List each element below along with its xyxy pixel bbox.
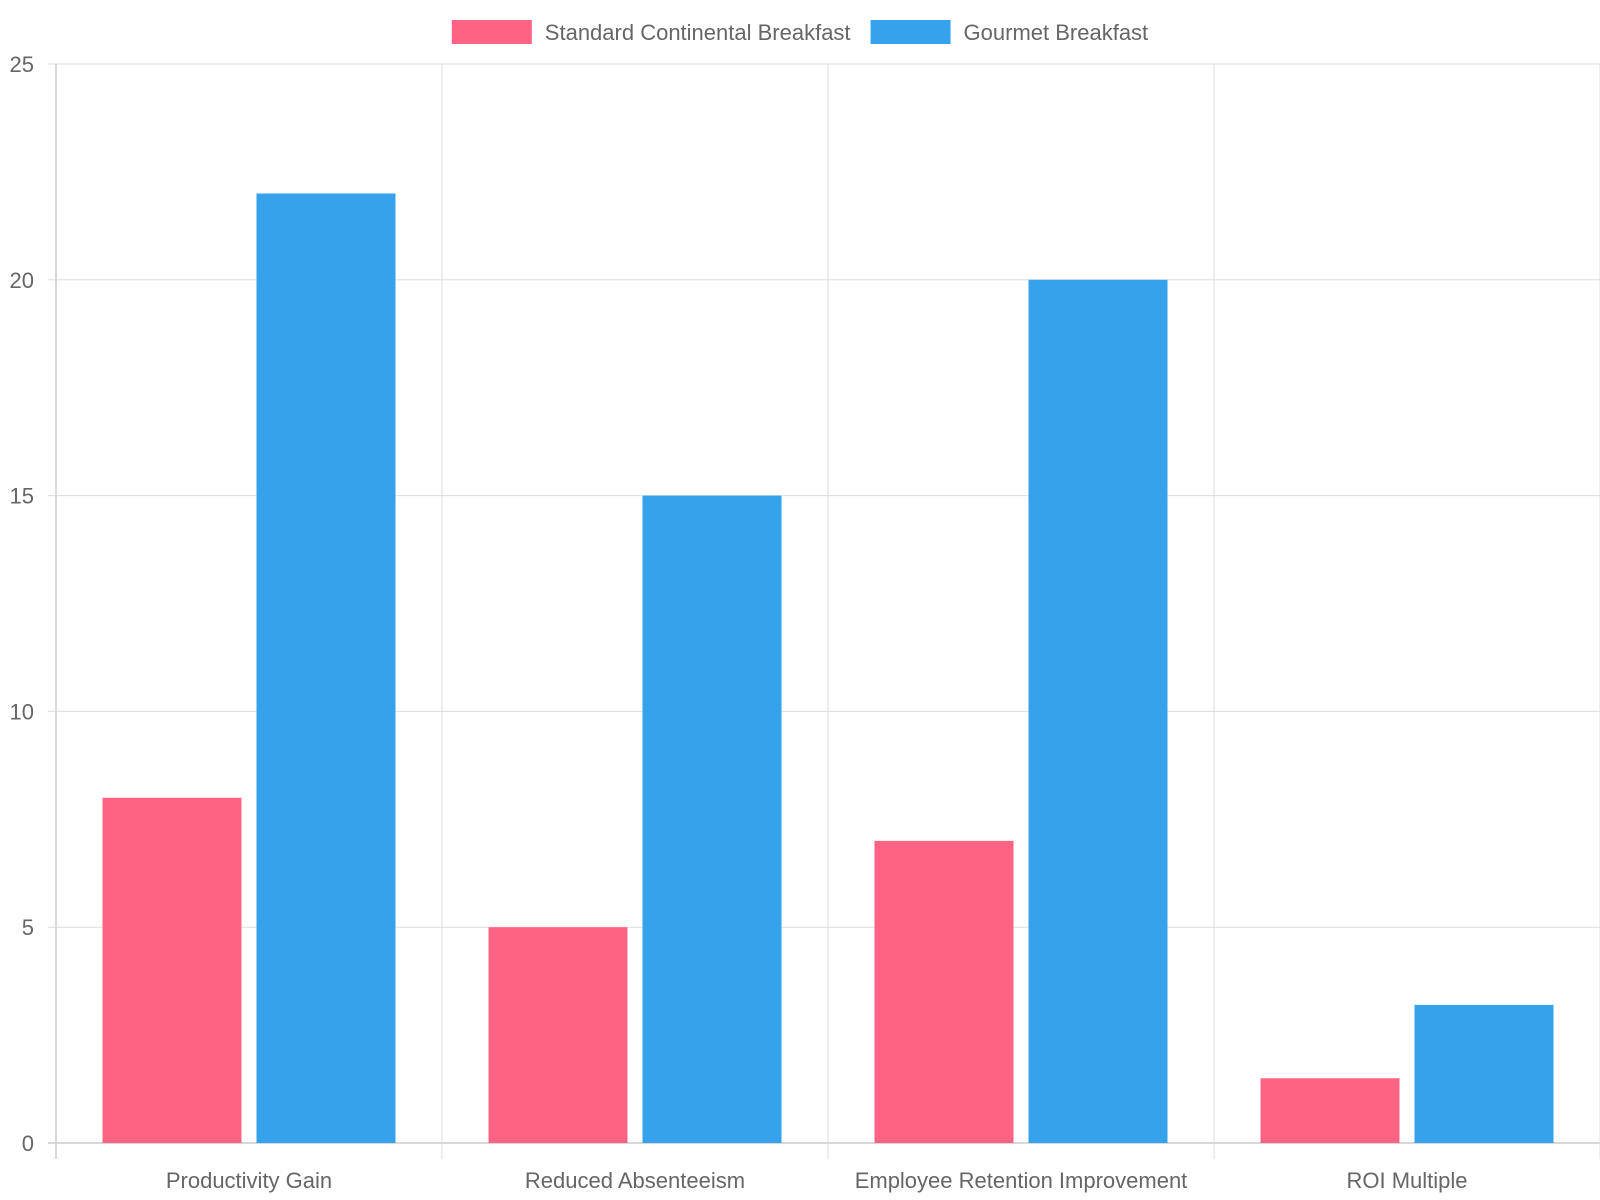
y-tick-label: 15	[10, 484, 34, 509]
legend-swatch-standard[interactable]	[451, 20, 532, 44]
bar-gourmet-2[interactable]	[1028, 279, 1168, 1143]
bar-standard-1[interactable]	[488, 927, 628, 1143]
legend-swatch-gourmet[interactable]	[870, 20, 951, 44]
y-tick-label: 25	[10, 52, 34, 77]
x-tick-label: Employee Retention Improvement	[855, 1168, 1188, 1193]
legend-label-gourmet[interactable]: Gourmet Breakfast	[964, 20, 1149, 45]
y-tick-label: 5	[22, 915, 34, 940]
axes: 0 5 10 15 20 25 Productivity Gain Reduced Absen…	[10, 52, 1468, 1193]
bar-standard-0[interactable]	[102, 797, 242, 1143]
x-tick-label: ROI Multiple	[1346, 1168, 1467, 1193]
bars	[102, 193, 1554, 1144]
bar-gourmet-1[interactable]	[642, 495, 782, 1144]
y-tick-label: 10	[10, 699, 34, 724]
legend-label-standard[interactable]: Standard Continental Breakfast	[545, 20, 851, 45]
bar-standard-3[interactable]	[1260, 1078, 1400, 1143]
x-tick-label: Reduced Absenteeism	[525, 1168, 745, 1193]
bar-gourmet-3[interactable]	[1414, 1004, 1554, 1143]
y-tick-label: 0	[22, 1131, 34, 1156]
y-tick-label: 20	[10, 268, 34, 293]
bar-standard-2[interactable]	[874, 840, 1014, 1143]
bar-gourmet-0[interactable]	[256, 193, 396, 1144]
x-tick-label: Productivity Gain	[166, 1168, 332, 1193]
legend[interactable]: Standard Continental Breakfast Gourmet Br…	[451, 20, 1149, 45]
